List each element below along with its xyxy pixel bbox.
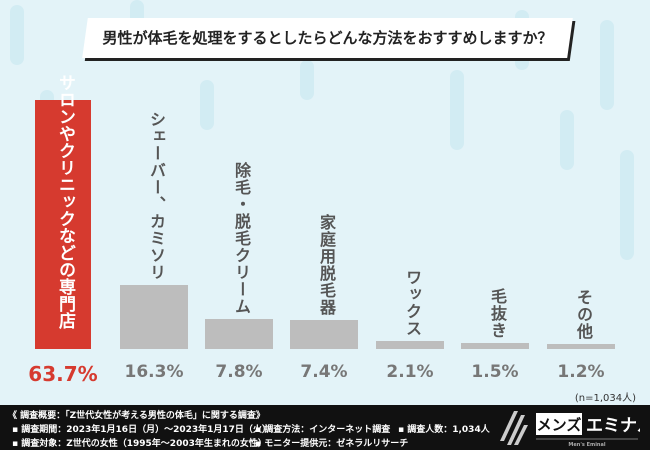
bar-3 — [290, 320, 358, 349]
background-decoration — [300, 60, 314, 100]
background-decoration — [200, 80, 214, 130]
bar-5 — [461, 343, 529, 349]
category-label: 除毛・脱毛クリーム — [232, 161, 251, 315]
background-decoration — [620, 150, 634, 260]
category-label: その他 — [574, 289, 593, 340]
bar-0 — [35, 100, 91, 349]
bar-2 — [205, 318, 273, 349]
bar-4 — [376, 340, 444, 349]
sample-size: (n=1,034人) — [574, 393, 636, 404]
bar-1 — [120, 285, 188, 349]
question-title: 男性が体毛を処理をするとしたらどんな方法をおすすめしますか？ — [102, 29, 553, 47]
survey-provider: ▪ モニター提供元：ゼネラルリサーチ — [255, 439, 409, 449]
bar-chart: サロンやクリニックなどの専門店 63.7% シェーバー、カミソリ 16.3% 除毛・脱毛… — [28, 74, 615, 386]
value-label: 1.5% — [471, 362, 519, 382]
category-label: サロンやクリニックなどの専門店 — [55, 74, 75, 329]
brand-logo: メンズ エミナル Men's Eminal — [500, 409, 650, 448]
background-decoration — [10, 5, 24, 65]
category-label: シェーバー、カミソリ — [147, 111, 166, 282]
background-decoration — [450, 70, 464, 150]
value-label: 16.3% — [124, 362, 184, 382]
background-decoration — [600, 20, 614, 110]
svg-text:エミナル: エミナル — [586, 416, 640, 436]
value-label: 7.4% — [300, 362, 348, 382]
survey-count: ▪ 調査人数：1,034人 — [398, 425, 490, 435]
value-label: 1.2% — [557, 362, 605, 382]
survey-title: 《 調査概要：「Z世代女性が考える男性の体毛」に関する調査》 — [8, 411, 265, 421]
svg-text:メンズ: メンズ — [537, 416, 582, 434]
value-label: 7.8% — [215, 362, 263, 382]
svg-text:Men's Eminal: Men's Eminal — [568, 442, 605, 447]
value-label: 63.7% — [28, 362, 98, 386]
category-label: 毛抜き — [488, 288, 507, 340]
category-label: 家庭用脱毛器 — [317, 214, 336, 317]
value-label: 2.1% — [386, 362, 434, 382]
survey-target: ▪ 調査対象：Z世代の女性（1995年〜2003年生まれの女性） — [12, 439, 267, 449]
logo-mark-icon: メンズ エミナル Men's Eminal — [500, 411, 650, 448]
background-decoration — [560, 110, 574, 170]
category-label: ワックス — [403, 268, 422, 337]
survey-method: ▪ 調査方法：インターネット調査 — [255, 425, 391, 435]
survey-footer: 《 調査概要：「Z世代女性が考える男性の体毛」に関する調査》 ▪ 調査期間：20… — [0, 405, 650, 450]
survey-period: ▪ 調査期間：2023年1月16日（月）〜2023年1月17日（火） — [12, 425, 271, 435]
bar-6 — [547, 344, 615, 349]
